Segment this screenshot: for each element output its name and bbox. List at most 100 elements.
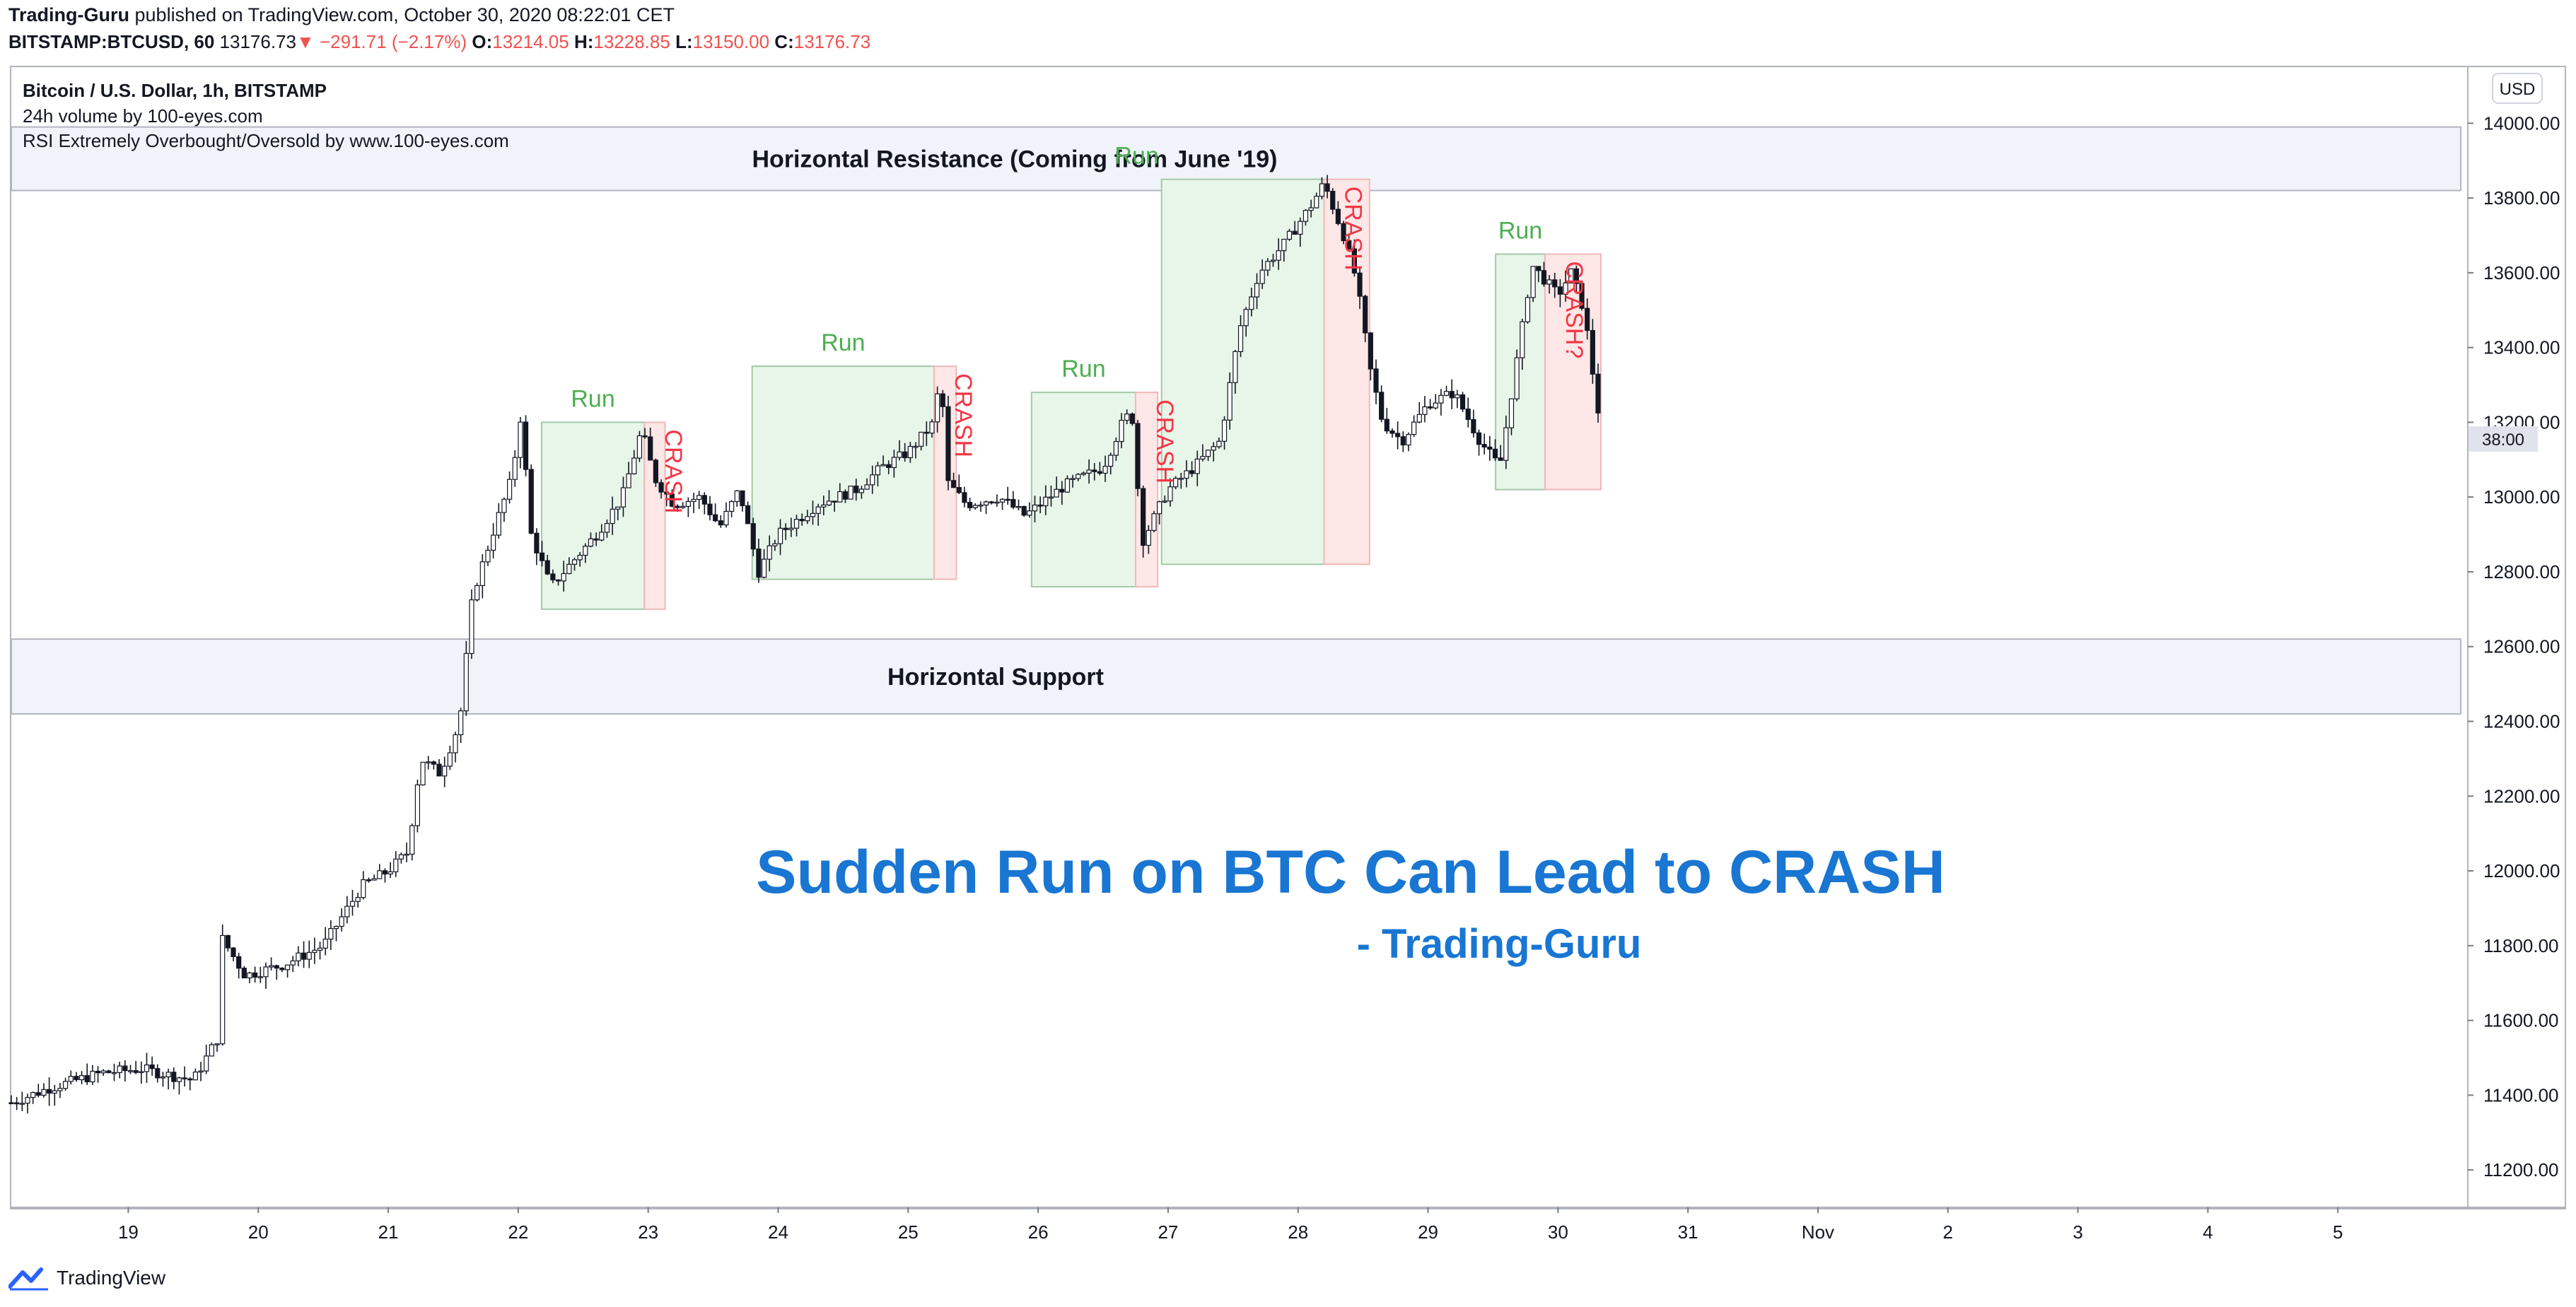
candle[interactable] (1520, 321, 1525, 358)
candle[interactable] (1498, 457, 1503, 461)
candle[interactable] (241, 968, 247, 979)
candle[interactable] (729, 500, 735, 512)
candle[interactable] (252, 972, 258, 978)
candle[interactable] (127, 1069, 134, 1072)
candle[interactable] (122, 1065, 128, 1072)
candle[interactable] (220, 934, 226, 1045)
candle[interactable] (1221, 419, 1228, 442)
candle[interactable] (1422, 406, 1428, 415)
candle[interactable] (1363, 295, 1368, 334)
candle[interactable] (658, 482, 664, 493)
candle[interactable] (1027, 510, 1032, 516)
candle[interactable] (1308, 207, 1314, 211)
candle[interactable] (1092, 469, 1097, 472)
candle[interactable] (1341, 223, 1346, 242)
candle[interactable] (436, 763, 442, 777)
candle[interactable] (837, 491, 843, 503)
candle[interactable] (583, 545, 588, 556)
candle[interactable] (1048, 496, 1054, 499)
candle[interactable] (1319, 183, 1325, 197)
candle[interactable] (269, 965, 274, 968)
candle[interactable] (1514, 357, 1520, 399)
candle[interactable] (1205, 450, 1211, 457)
candle[interactable] (636, 435, 643, 459)
candle[interactable] (1368, 332, 1373, 370)
candle[interactable] (1595, 373, 1601, 414)
candle[interactable] (463, 652, 469, 712)
candle[interactable] (951, 480, 957, 488)
candle[interactable] (1476, 432, 1482, 445)
candle[interactable] (897, 451, 902, 458)
run-box-2[interactable] (751, 365, 936, 580)
legend-indicator-volume[interactable]: 24h volume by 100-eyes.com (23, 105, 263, 127)
candle[interactable] (821, 504, 827, 508)
candle[interactable] (333, 925, 339, 930)
candle[interactable] (1335, 209, 1341, 224)
candle[interactable] (284, 964, 291, 971)
candle[interactable] (534, 532, 540, 553)
candle[interactable] (1021, 505, 1027, 516)
candle[interactable] (723, 510, 729, 526)
candle[interactable] (1237, 325, 1244, 353)
candle[interactable] (74, 1076, 79, 1081)
candle[interactable] (1146, 529, 1151, 546)
candle[interactable] (1076, 474, 1081, 479)
candle[interactable] (940, 393, 945, 407)
candle[interactable] (1292, 230, 1298, 235)
candle[interactable] (1249, 296, 1254, 310)
candle[interactable] (328, 927, 334, 940)
candle[interactable] (155, 1068, 161, 1079)
candle[interactable] (301, 952, 307, 960)
candle[interactable] (1005, 498, 1010, 501)
candle[interactable] (176, 1077, 182, 1082)
candle[interactable] (555, 579, 561, 582)
candle[interactable] (1481, 444, 1487, 448)
candle[interactable] (1015, 505, 1022, 508)
candle[interactable] (1265, 261, 1271, 271)
run-box-0[interactable] (540, 421, 646, 610)
candle[interactable] (1443, 391, 1450, 396)
candle[interactable] (1541, 270, 1547, 285)
candle[interactable] (907, 445, 913, 459)
candle[interactable] (317, 947, 323, 951)
candle[interactable] (528, 469, 534, 534)
candle[interactable] (842, 491, 849, 500)
candle[interactable] (1459, 394, 1466, 410)
candle[interactable] (496, 512, 501, 536)
candle[interactable] (1080, 472, 1087, 475)
candle[interactable] (398, 854, 404, 860)
candle[interactable] (707, 503, 713, 515)
candle[interactable] (1471, 418, 1476, 433)
candle[interactable] (78, 1075, 85, 1081)
candle[interactable] (1487, 446, 1493, 450)
candle[interactable] (1178, 477, 1184, 480)
candle[interactable] (160, 1076, 166, 1079)
candle[interactable] (631, 457, 637, 474)
candle[interactable] (734, 490, 740, 503)
candle[interactable] (263, 966, 269, 978)
candle[interactable] (106, 1070, 112, 1074)
candle[interactable] (57, 1088, 63, 1091)
legend-indicator-rsi[interactable]: RSI Extremely Overbought/Oversold by www… (23, 130, 509, 151)
candle[interactable] (626, 473, 631, 488)
candle[interactable] (767, 545, 772, 560)
candle[interactable] (1173, 478, 1179, 488)
candle[interactable] (14, 1102, 20, 1105)
candle[interactable] (615, 506, 621, 510)
candle[interactable] (1546, 279, 1552, 285)
candle[interactable] (84, 1075, 90, 1083)
candle[interactable] (1433, 402, 1438, 409)
candle[interactable] (182, 1077, 187, 1079)
candle[interactable] (1059, 488, 1065, 493)
candle[interactable] (393, 858, 399, 872)
candle[interactable] (989, 501, 994, 504)
candle[interactable] (447, 752, 453, 767)
candle[interactable] (972, 505, 978, 508)
candle[interactable] (967, 502, 973, 508)
candle[interactable] (47, 1089, 52, 1094)
crash-box-1[interactable] (643, 421, 666, 610)
candle[interactable] (1302, 210, 1309, 222)
candle[interactable] (620, 487, 626, 508)
candle[interactable] (1416, 414, 1422, 423)
run-box-6[interactable] (1160, 178, 1325, 565)
